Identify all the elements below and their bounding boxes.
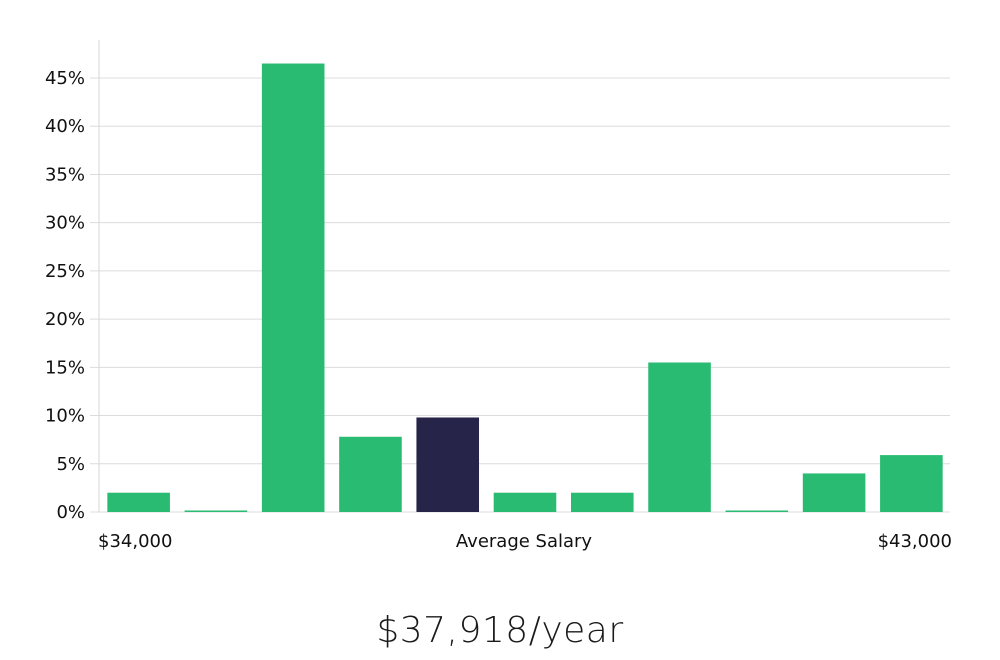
bar — [493, 492, 557, 512]
bar — [339, 436, 402, 512]
bar — [725, 510, 789, 512]
x-label-min: $34,000 — [98, 531, 172, 552]
y-tick-label: 45% — [45, 68, 85, 89]
bar — [107, 492, 170, 512]
bar — [802, 473, 866, 512]
gridlines — [90, 77, 950, 513]
y-tick-label: 35% — [45, 164, 85, 185]
x-label-max: $43,000 — [878, 531, 952, 552]
bar-average-bucket — [416, 417, 480, 512]
bar — [184, 510, 248, 512]
y-tick-label: 40% — [45, 116, 85, 137]
y-tick-label: 15% — [45, 357, 85, 378]
y-tick-label: 20% — [45, 309, 85, 330]
y-tick-label: 0% — [56, 502, 85, 523]
bar — [261, 63, 325, 512]
y-tick-label: 25% — [45, 261, 85, 282]
bars — [107, 63, 943, 512]
x-axis-title: Average Salary — [456, 531, 593, 552]
bar — [648, 362, 711, 512]
y-tick-label: 5% — [56, 454, 85, 475]
average-salary-value: $37,918/year — [376, 610, 624, 651]
y-tick-label: 10% — [45, 406, 85, 427]
y-tick-labels: 0% 5% 10% 15% 20% 25% 30% 35% 40% 45% — [45, 68, 85, 523]
bar — [570, 492, 634, 512]
y-tick-label: 30% — [45, 213, 85, 234]
bar — [880, 455, 943, 512]
salary-distribution-chart: 0% 5% 10% 15% 20% 25% 30% 35% 40% 45% $34,000 Ave… — [45, 40, 952, 552]
